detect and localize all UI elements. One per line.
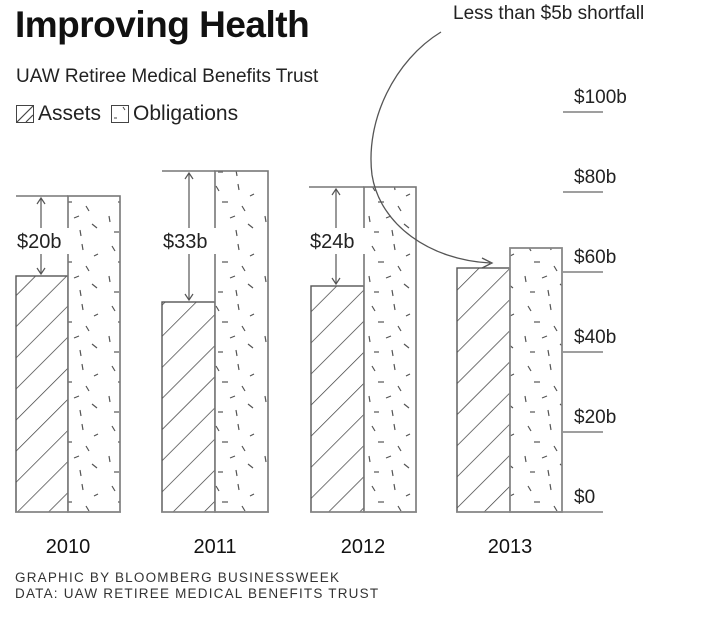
bar-assets-2010 <box>15 275 69 513</box>
year-label-2012: 2012 <box>341 536 386 558</box>
annotation-arrow <box>370 31 494 269</box>
gap-label-2011: $33b <box>163 231 208 253</box>
bar-assets-2013 <box>456 267 511 513</box>
tick-label-100: $100b <box>574 87 627 108</box>
y-axis <box>563 111 603 513</box>
legend: Assets Obligations <box>16 102 248 126</box>
graphic-credit: GRAPHIC BY BLOOMBERG BUSINESSWEEK <box>15 570 341 585</box>
tick-label-20: $20b <box>574 407 616 428</box>
tick-label-80: $80b <box>574 167 616 188</box>
data-source: DATA: UAW RETIREE MEDICAL BENEFITS TRUST <box>15 586 380 601</box>
gap-label-2010: $20b <box>17 231 62 253</box>
chart-title: Improving Health <box>15 4 310 45</box>
legend-obligations-label: Obligations <box>133 102 239 125</box>
bar-assets-2011 <box>161 301 216 513</box>
bar-obligations-2011 <box>214 170 269 513</box>
obligations-swatch-icon <box>111 105 130 123</box>
year-label-2013: 2013 <box>488 536 533 558</box>
tick-label-40: $40b <box>574 327 616 348</box>
tick-label-0: $0 <box>574 487 595 508</box>
bar-group-2010 <box>15 195 121 513</box>
legend-assets-label: Assets <box>38 102 102 125</box>
bar-obligations-2013 <box>509 247 563 513</box>
bar-obligations-2010 <box>67 195 121 513</box>
footer: GRAPHIC BY BLOOMBERG BUSINESSWEEK DATA: … <box>15 570 379 602</box>
bar-group-2011 <box>161 170 269 513</box>
gap-label-2012: $24b <box>310 231 355 253</box>
shortfall-annotation: Less than $5b shortfall <box>453 3 645 24</box>
year-label-2010: 2010 <box>46 536 91 558</box>
tick-label-60: $60b <box>574 247 616 268</box>
chart-subtitle: UAW Retiree Medical Benefits Trust <box>16 66 319 87</box>
year-label-2011: 2011 <box>193 536 236 558</box>
bar-group-2013 <box>456 247 563 513</box>
assets-swatch-icon <box>16 105 34 123</box>
bar-assets-2012 <box>310 285 365 513</box>
bar-obligations-2012 <box>363 186 417 513</box>
